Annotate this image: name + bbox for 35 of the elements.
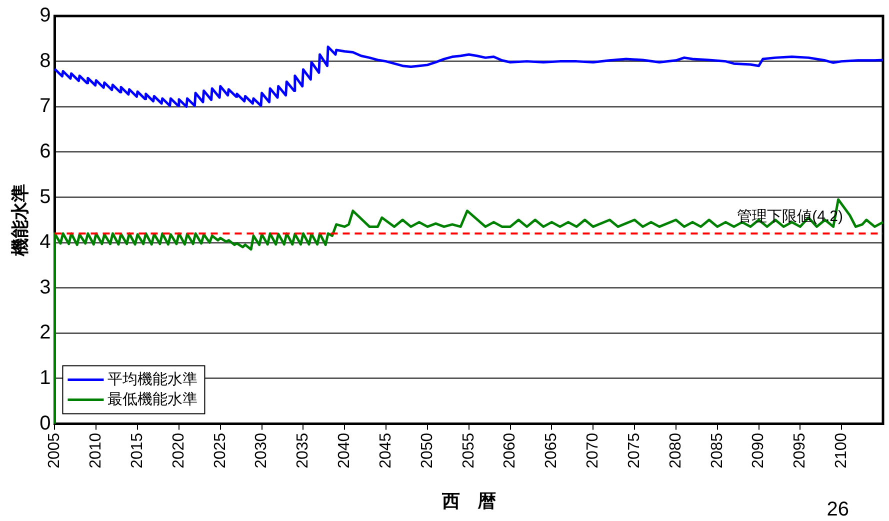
legend-label: 平均機能水準 [108,370,198,388]
legend-label: 最低機能水準 [108,390,198,408]
x-tick-label: 2045 [377,432,394,468]
x-tick-label: 2035 [294,432,312,468]
x-tick-label: 2050 [418,432,436,468]
x-tick-label: 2025 [212,432,229,468]
x-tick-label: 2095 [792,432,809,468]
y-tick-label: 2 [40,322,51,344]
x-tick-label: 2085 [708,432,726,468]
y-tick-label: 0 [40,412,51,434]
y-tick-label: 7 [40,95,51,118]
x-tick-label: 2005 [46,432,64,468]
y-tick-label: 3 [40,276,51,298]
x-tick-label: 2040 [336,432,354,468]
x-tick-label: 2055 [460,432,478,468]
text: 26 [826,498,849,521]
y-axis-title: 機能水準 [10,184,30,257]
x-tick-label: 2030 [253,432,270,468]
x-tick-label: 2080 [667,432,684,468]
x-tick-label: 2060 [502,432,519,468]
x-tick-label: 2020 [170,432,188,468]
y-tick-label: 6 [40,140,51,162]
y-tick-label: 4 [40,231,51,254]
x-tick-label: 2015 [128,432,146,468]
x-tick-label: 2065 [543,432,560,468]
y-tick-label: 1 [40,367,51,390]
y-tick-label: 5 [40,186,51,208]
x-tick-label: 2070 [584,432,602,468]
y-tick-label: 9 [40,4,51,27]
x-tick-label: 2010 [88,432,105,468]
x-tick-label: 2090 [750,432,768,468]
x-tick-label: 2075 [626,432,643,468]
y-tick-label: 8 [40,50,51,72]
x-axis-title: 西 暦 [440,491,496,512]
x-tick-label: 2100 [832,432,850,468]
